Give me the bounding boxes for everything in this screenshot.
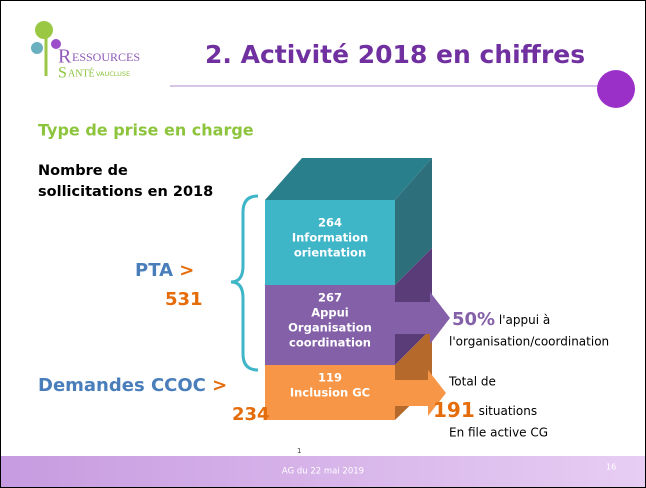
block-text: Organisation (288, 321, 372, 335)
logo-text: VAUCLUSE (96, 70, 130, 78)
note-number: 191 (433, 398, 475, 422)
group-total: 234 (232, 404, 270, 425)
count-label: sollicitations en 2018 (38, 184, 213, 200)
group-name: PTA (135, 260, 173, 281)
note-text: situations (479, 404, 538, 418)
group-label: PTA > (135, 260, 194, 281)
note-percent: 50% (452, 309, 495, 330)
page-number: 16 (606, 463, 616, 472)
note-text: l'appui à (499, 313, 550, 327)
marker: 1 (297, 447, 301, 455)
block-text: Inclusion GC (290, 386, 370, 400)
block-text: coordination (289, 336, 371, 350)
group-arrow: > (212, 375, 227, 396)
note: 50% l'appui à (452, 309, 550, 330)
note-text: Total de (448, 375, 496, 389)
logo-text: ESSOURCES (72, 50, 140, 64)
block-number: 264 (318, 216, 342, 230)
block-text: Information (292, 231, 368, 245)
group-label: Demandes CCOC > (38, 375, 227, 396)
brace (230, 194, 259, 372)
note-text: l'organisation/coordination (449, 335, 609, 349)
logo-letter: S (58, 65, 67, 82)
count-label: Nombre de (38, 163, 128, 179)
title-dot (597, 70, 635, 108)
stacked-block (265, 158, 450, 420)
group-name: Demandes CCOC (38, 375, 206, 396)
group-total: 531 (165, 289, 203, 310)
block-number: 119 (318, 371, 342, 385)
title: 2. Activité 2018 en chiffres (205, 40, 585, 69)
logo-letter: R (58, 46, 72, 68)
block-text: orientation (294, 246, 366, 260)
footer-text: AG du 22 mai 2019 (282, 467, 364, 477)
block-text: Appui (311, 306, 349, 320)
footer-band (1, 456, 645, 487)
group-arrow: > (179, 260, 194, 281)
note: 191 situations (433, 398, 537, 422)
logo: R ESSOURCES S ANTÉ VAUCLUSE (31, 21, 140, 82)
block-number: 267 (318, 291, 342, 305)
subtitle: Type de prise en charge (38, 121, 254, 140)
note-text: En file active CG (449, 426, 548, 440)
logo-text: ANTÉ (68, 67, 95, 79)
